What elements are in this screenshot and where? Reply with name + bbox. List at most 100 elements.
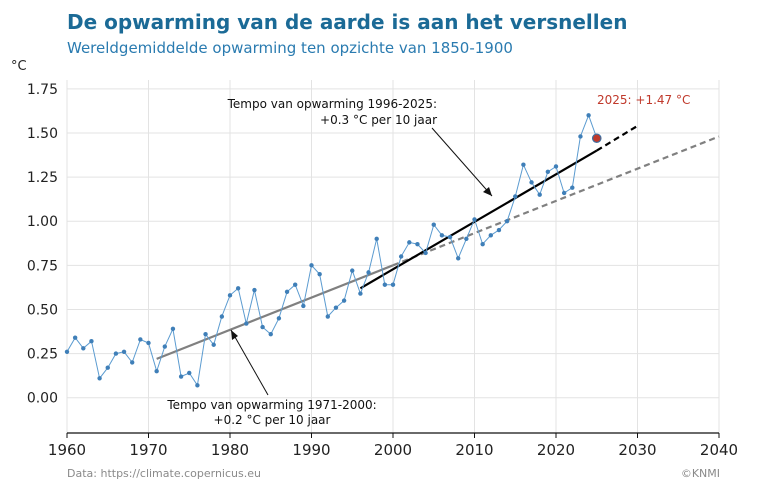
data-point bbox=[390, 282, 396, 287]
data-point bbox=[260, 324, 265, 330]
data-point bbox=[178, 374, 184, 379]
data-point bbox=[537, 192, 542, 197]
data-point bbox=[268, 331, 273, 337]
data-point bbox=[284, 289, 290, 294]
data-point bbox=[146, 340, 151, 346]
data-point bbox=[211, 342, 216, 347]
data-point bbox=[325, 314, 330, 319]
credit: ©KNMI bbox=[680, 467, 720, 480]
data-point bbox=[154, 369, 159, 374]
data-point bbox=[407, 240, 412, 245]
data-point bbox=[235, 286, 241, 291]
data-point bbox=[72, 335, 78, 340]
data-point bbox=[513, 194, 518, 199]
trend-line-dashed-1 bbox=[596, 124, 639, 152]
data-point bbox=[301, 303, 306, 309]
x-tick-label: 2040 bbox=[700, 441, 738, 459]
data-point bbox=[447, 234, 453, 240]
data-point bbox=[309, 263, 314, 268]
data-point bbox=[545, 169, 551, 174]
data-point bbox=[529, 180, 534, 185]
data-point bbox=[358, 291, 363, 296]
data-point bbox=[578, 134, 583, 139]
data-point bbox=[464, 236, 469, 242]
x-tick-label: 1960 bbox=[48, 441, 86, 459]
trend-line-solid-1 bbox=[359, 149, 598, 290]
highlight-2025-point bbox=[591, 133, 602, 144]
arrow-1971-2000 bbox=[230, 329, 269, 396]
data-point bbox=[195, 383, 200, 388]
data-point bbox=[423, 250, 428, 256]
data-point bbox=[89, 339, 94, 344]
chart-title: De opwarming van de aarde is aan het ver… bbox=[67, 10, 628, 34]
data-point bbox=[431, 222, 436, 227]
data-point bbox=[504, 219, 510, 224]
axes: 0.00 0.25 0.50 0.75 1.00 1.25 1.50 1.75 1960 1970… bbox=[27, 82, 738, 459]
data-point bbox=[488, 233, 493, 238]
data-point bbox=[276, 316, 282, 321]
data-point bbox=[521, 162, 526, 167]
x-tick-label: 2020 bbox=[537, 441, 575, 459]
data-point bbox=[130, 360, 135, 365]
data-point bbox=[138, 337, 143, 342]
data-point bbox=[570, 185, 575, 190]
trend-lines bbox=[156, 124, 720, 360]
data-point bbox=[496, 227, 502, 233]
annotations: Tempo van opwarming 1996-2025: +0.3 °C p… bbox=[166, 93, 690, 427]
y-tick-label: 0.25 bbox=[27, 347, 58, 363]
data-point bbox=[162, 344, 167, 349]
data-point bbox=[64, 349, 70, 355]
x-tick-label: 1980 bbox=[211, 441, 249, 459]
data-point bbox=[374, 236, 379, 242]
data-point bbox=[113, 351, 119, 356]
y-tick-label: 1.75 bbox=[27, 82, 58, 98]
data-point bbox=[382, 282, 388, 287]
y-tick-label: 1.00 bbox=[27, 214, 58, 230]
data-point bbox=[415, 241, 420, 247]
data-point bbox=[553, 164, 559, 169]
x-tick-label: 2000 bbox=[374, 441, 412, 459]
data-point bbox=[472, 217, 477, 222]
y-axis-unit: °C bbox=[11, 59, 27, 74]
x-tick-label: 2030 bbox=[618, 441, 656, 459]
x-tick-label: 1970 bbox=[129, 441, 167, 459]
data-point bbox=[105, 365, 110, 370]
data-point bbox=[170, 326, 176, 332]
highlight-2025-label: 2025: +1.47 °C bbox=[597, 93, 690, 107]
y-tick-label: 1.50 bbox=[27, 126, 58, 142]
data-point bbox=[293, 282, 298, 287]
trend-1996-2025-rate: +0.3 °C per 10 jaar bbox=[320, 113, 437, 127]
x-tick-label: 2010 bbox=[455, 441, 493, 459]
y-tick-label: 0.00 bbox=[27, 391, 58, 407]
trend-line-dashed-0 bbox=[392, 135, 720, 267]
data-point bbox=[203, 331, 208, 337]
data-point bbox=[97, 376, 102, 381]
y-tick-label: 0.75 bbox=[27, 258, 58, 274]
x-tick-label: 1990 bbox=[292, 441, 330, 459]
data-point bbox=[561, 190, 567, 196]
trend-1971-2000-rate: +0.2 °C per 10 jaar bbox=[214, 413, 331, 427]
data-point bbox=[480, 241, 485, 247]
data-point bbox=[81, 346, 86, 351]
temperature-series bbox=[64, 113, 602, 388]
trend-line-solid-0 bbox=[156, 264, 394, 360]
y-tick-label: 1.25 bbox=[27, 170, 58, 186]
data-point bbox=[456, 256, 461, 261]
data-point bbox=[439, 233, 445, 238]
data-point bbox=[227, 293, 233, 298]
data-point bbox=[398, 254, 404, 259]
y-tick-label: 0.50 bbox=[27, 302, 58, 318]
data-point bbox=[586, 113, 591, 118]
grid-lines bbox=[66, 80, 720, 433]
series-line bbox=[66, 113, 598, 387]
data-point bbox=[244, 321, 249, 326]
trend-1996-2025-label: Tempo van opwarming 1996-2025: bbox=[227, 97, 437, 111]
data-point bbox=[341, 298, 347, 303]
chart-subtitle: Wereldgemiddelde opwarming ten opzichte … bbox=[67, 39, 513, 57]
data-point bbox=[350, 268, 355, 273]
data-source: Data: https://climate.copernicus.eu bbox=[67, 467, 261, 480]
data-point bbox=[121, 349, 127, 355]
data-point bbox=[187, 370, 192, 376]
data-point bbox=[366, 270, 371, 275]
